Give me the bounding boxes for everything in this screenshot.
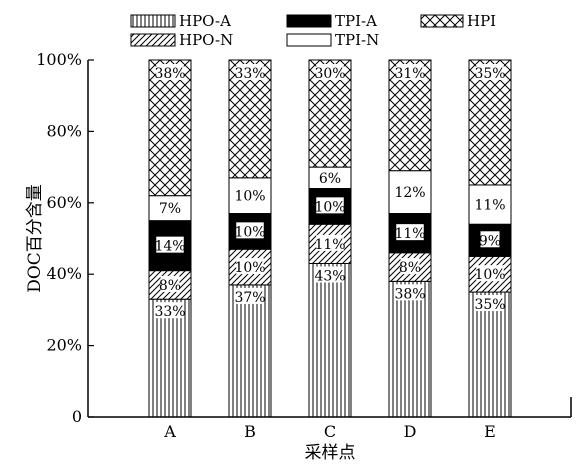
data-label-TPI-N: 12% xyxy=(394,185,425,201)
y-tick-label: 40% xyxy=(46,264,82,283)
data-label-TPI-N: 7% xyxy=(159,201,181,217)
data-label-HPO-A: 38% xyxy=(394,286,425,302)
legend: HPO-A TPI-A HPI HPO-N TPI-N xyxy=(130,12,496,49)
data-label-HPO-A: 33% xyxy=(154,304,185,320)
data-label-HPO-A: 43% xyxy=(314,268,345,284)
data-label-bg xyxy=(476,295,504,312)
legend-item-TPI-N: TPI-N xyxy=(286,31,379,49)
data-label-bg xyxy=(396,284,424,301)
data-label-bg xyxy=(476,195,504,212)
data-label-bg xyxy=(236,287,264,304)
data-label-bg xyxy=(236,64,264,80)
legend-swatch xyxy=(420,14,464,28)
category-label: A xyxy=(163,422,176,441)
legend-label: TPI-A xyxy=(335,12,377,30)
data-label-HPO-A: 35% xyxy=(474,297,505,313)
data-label-bg xyxy=(396,64,424,80)
bar-stack-E: 35% 10% 9% 11% 35% xyxy=(468,59,512,418)
data-label-bg xyxy=(236,258,264,275)
data-label-TPI-N: 10% xyxy=(234,189,265,205)
bar-segment-HPO-A xyxy=(228,284,272,418)
legend-item-HPO-A: HPO-A xyxy=(130,12,231,30)
data-label-HPI: 38% xyxy=(154,66,185,82)
legend-swatch xyxy=(130,14,176,28)
y-axis-title: DOC百分含量 xyxy=(25,184,45,293)
legend-label: HPO-A xyxy=(179,12,231,30)
bar-segment-TPI-N xyxy=(468,184,512,225)
data-label-bg xyxy=(316,266,344,283)
data-label-bg xyxy=(156,64,184,80)
bar-segment-HPI xyxy=(468,59,512,186)
data-label-HPO-N: 8% xyxy=(399,260,421,276)
data-label-TPI-A: 11% xyxy=(394,226,425,242)
data-label-TPI-N: 6% xyxy=(319,171,341,187)
data-label-bg xyxy=(320,168,340,185)
y-tick-label: 20% xyxy=(46,336,82,355)
legend-label: HPO-N xyxy=(179,31,233,49)
bar-stack-B: 37% 10% 10% 10% 33% xyxy=(228,59,272,418)
bar-stack-D: 38% 8% 11% 12% 31% xyxy=(388,59,432,418)
data-label-HPI: 33% xyxy=(234,66,265,82)
data-label-bg xyxy=(156,236,184,253)
bar-segment-HPO-A xyxy=(148,298,192,418)
data-label-bg xyxy=(480,231,500,248)
y-tick-label: 100% xyxy=(36,50,82,69)
legend-label: HPI xyxy=(467,12,496,30)
axes: 0 20% 40% 60% 80% 100% xyxy=(36,50,572,426)
data-label-bg xyxy=(160,199,180,216)
data-label-bg xyxy=(396,224,424,241)
legend-item-TPI-A: TPI-A xyxy=(286,12,377,30)
data-label-HPI: 31% xyxy=(394,66,425,82)
bar-segment-HPO-A xyxy=(468,291,512,418)
legend-swatch xyxy=(286,14,332,28)
data-label-bg xyxy=(156,302,184,319)
legend-item-HPI: HPI xyxy=(420,12,496,30)
data-label-bg xyxy=(236,222,264,239)
data-label-TPI-A: 9% xyxy=(479,233,501,249)
bar-stack-C: 43% 11% 10% 6% 30% xyxy=(308,59,352,418)
category-label: D xyxy=(404,422,417,441)
bar-segment-HPO-A xyxy=(388,280,432,418)
category-label: E xyxy=(484,422,496,441)
data-label-HPO-A: 37% xyxy=(234,290,265,306)
data-label-TPI-A: 14% xyxy=(154,239,185,255)
data-label-bg xyxy=(476,64,504,80)
data-label-HPI: 35% xyxy=(474,66,505,82)
legend-swatch xyxy=(286,33,332,47)
data-label-bg xyxy=(316,64,344,80)
data-label-bg xyxy=(236,186,264,203)
data-label-TPI-N: 11% xyxy=(474,198,505,214)
legend-swatch xyxy=(130,33,176,47)
category-label: B xyxy=(244,422,256,441)
x-axis-title: 采样点 xyxy=(305,443,356,463)
data-label-bg xyxy=(400,258,420,275)
data-label-HPO-N: 11% xyxy=(314,237,345,253)
data-label-bg xyxy=(316,234,344,251)
data-label-bg xyxy=(396,183,424,200)
y-tick-label: 60% xyxy=(46,193,82,212)
data-label-HPO-N: 10% xyxy=(474,267,505,283)
y-tick-label: 80% xyxy=(46,121,82,140)
data-label-bg xyxy=(160,275,180,292)
data-label-bg xyxy=(476,265,504,282)
legend-label: TPI-N xyxy=(335,31,379,49)
bar-segment-HPO-A xyxy=(308,262,352,418)
bars: 33% 8% 14% 7% 38% A 37% 10% 10% 10% 33% B 43% 11% 10% 6… xyxy=(148,59,512,441)
category-label: C xyxy=(324,422,336,441)
legend-item-HPO-N: HPO-N xyxy=(130,31,233,49)
bar-segment-HPI xyxy=(148,59,192,197)
data-label-TPI-A: 10% xyxy=(314,199,345,215)
y-tick-label: 0 xyxy=(72,407,82,426)
data-label-HPO-N: 8% xyxy=(159,278,181,294)
bar-stack-A: 33% 8% 14% 7% 38% xyxy=(148,59,192,418)
data-label-bg xyxy=(316,197,344,214)
data-label-HPO-N: 10% xyxy=(234,260,265,276)
data-label-TPI-A: 10% xyxy=(234,224,265,240)
data-label-HPI: 30% xyxy=(314,66,345,82)
